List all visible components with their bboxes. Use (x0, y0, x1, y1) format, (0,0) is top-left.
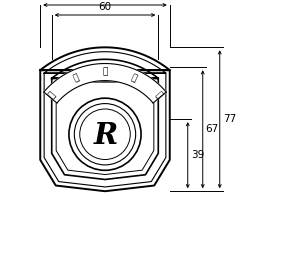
Polygon shape (44, 64, 166, 103)
Text: 39: 39 (191, 150, 204, 160)
Text: 員: 員 (47, 91, 57, 101)
Text: 車: 車 (130, 73, 138, 83)
Text: 70: 70 (98, 0, 112, 2)
Text: 77: 77 (223, 114, 236, 124)
Text: 67: 67 (206, 124, 219, 134)
Text: 駐: 駐 (153, 91, 163, 101)
Text: 60: 60 (98, 2, 112, 12)
Text: R: R (94, 121, 118, 150)
Circle shape (80, 109, 130, 159)
Text: 視: 視 (72, 73, 80, 83)
Text: 監: 監 (102, 68, 108, 77)
